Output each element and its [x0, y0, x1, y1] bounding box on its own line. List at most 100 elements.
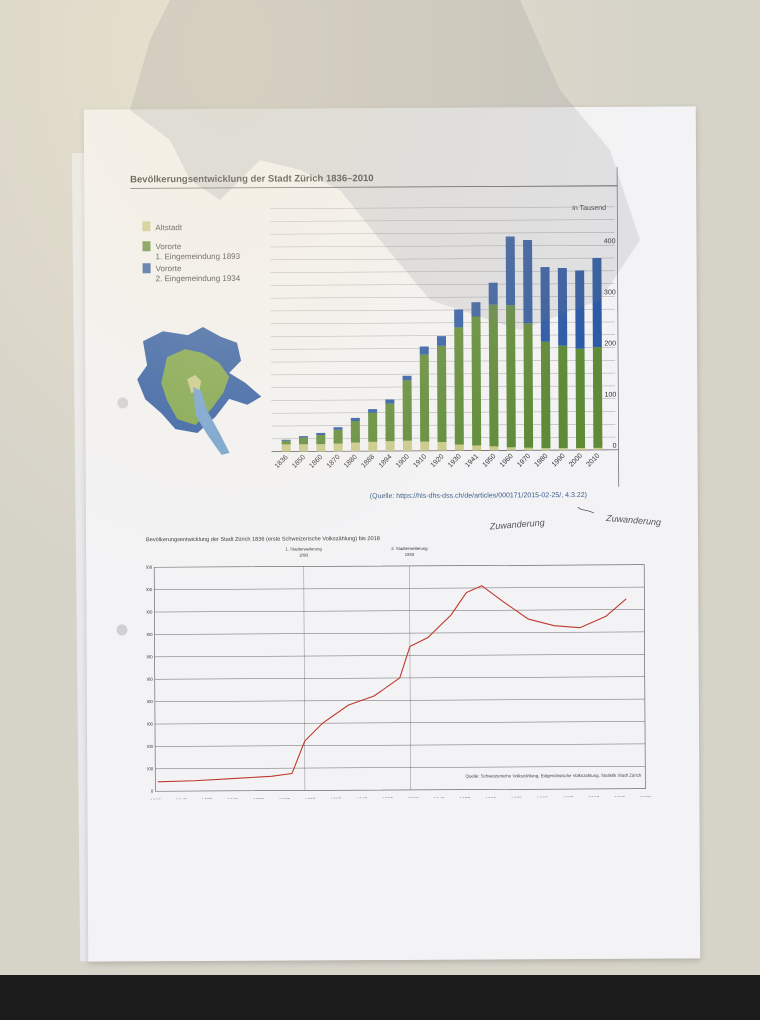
bar-segment	[402, 380, 412, 441]
bar-category-label: 1970	[516, 453, 532, 469]
legend: Altstadt Vororte 1. Eingemeindung 1893 Vo…	[142, 221, 241, 283]
bar-segment	[506, 305, 516, 448]
bar-category-label: 2000	[568, 452, 584, 468]
bar-segment	[454, 327, 464, 445]
bar-category-label: 1950	[482, 453, 498, 469]
bar-category-label: 2010	[585, 452, 601, 468]
title-rule	[130, 185, 618, 189]
line-ytick-label: 250'000	[146, 677, 153, 682]
line-ytick-label: 450'000	[146, 587, 153, 592]
gridline	[154, 654, 645, 658]
line-xtick-label: 1955	[459, 797, 470, 800]
line-yticks: 0 50'000 100'000 150'000 200'000 250'000 300'0…	[146, 565, 154, 794]
bar-ytick-label: 0	[613, 443, 617, 450]
line-xtick-label: 2025	[640, 796, 651, 800]
gridline	[270, 244, 615, 248]
line-xtick-label: 1885	[279, 798, 290, 800]
bar-segment	[281, 440, 291, 445]
bar-segment	[454, 309, 464, 328]
bar-segment	[316, 444, 326, 452]
bar-chart-title: Bevölkerungsentwicklung der Stadt Zürich…	[130, 173, 373, 185]
annotation-label: 1934	[405, 552, 415, 557]
bar-category-label: 1990	[551, 453, 567, 469]
bar-segment	[524, 447, 534, 451]
bar-category-label: 1960	[499, 453, 515, 469]
bar-ytick-label: 200	[604, 341, 616, 348]
bar-chart: Bevölkerungsentwicklung der Stadt Zürich…	[130, 166, 620, 500]
line-ytick-label: 100'000	[146, 744, 154, 749]
bar-segment	[298, 436, 308, 438]
table-edge	[0, 975, 760, 1020]
bar-category-label: 1894	[378, 453, 394, 469]
bar-segment	[540, 341, 551, 449]
bar-marks	[281, 236, 603, 452]
legend-swatch	[142, 263, 151, 274]
legend-label-vororte1: Vororte 1. Eingemeindung 1893	[155, 242, 240, 261]
bar-ytick-label: 400	[604, 238, 616, 245]
line-xtick-label: 1935	[408, 797, 419, 799]
line-xtick-label: 1845	[176, 798, 187, 799]
bar-source: (Quelle: https://hls-dhs-dss.ch/de/artic…	[370, 492, 587, 500]
line-ytick-label: 400'000	[146, 610, 153, 615]
bar-segment	[557, 267, 568, 346]
line-ytick-label: 200'000	[146, 699, 153, 704]
bar-yticks: 0 100 200 300 400	[604, 238, 617, 450]
line-ytick-label: 350'000	[146, 632, 153, 637]
line-xtick-label: 2015	[614, 796, 625, 800]
bar-segment	[488, 282, 498, 305]
bar-segment	[402, 375, 412, 381]
line-xtick-label: 1915	[356, 797, 367, 799]
bar-segment	[436, 336, 447, 346]
line-ytick-label: 0	[151, 789, 154, 794]
bar-segment	[333, 443, 343, 452]
city-map	[137, 326, 262, 455]
bar-segment	[541, 448, 551, 451]
bar-segment	[281, 444, 291, 452]
bar-segment	[592, 258, 602, 348]
annotation-label: 2. Stadterweiterung	[391, 546, 428, 551]
bar-segment	[368, 409, 378, 413]
gridline	[155, 766, 646, 770]
bar-segment	[437, 345, 447, 443]
gridline	[154, 609, 645, 613]
line-ytick-label: 50'000	[146, 766, 154, 771]
legend-swatch	[142, 221, 151, 232]
legend-label-vororte2: Vororte 2. Eingemeindung 1934	[156, 264, 241, 283]
line-xtick-label: 1835	[150, 798, 161, 799]
bar-category-label: 1836	[274, 454, 290, 470]
line-xtick-label: 1925	[382, 797, 393, 799]
bar-category-label: 1870	[326, 454, 342, 470]
paper-sheet: Bevölkerungsentwicklung der Stadt Zürich…	[83, 106, 701, 962]
bar-segment	[420, 441, 430, 451]
handwritten-note: Zuwanderung	[605, 513, 662, 528]
line-xtick-label: 1875	[253, 798, 264, 800]
line-xtick-label: 1945	[433, 797, 444, 800]
bar-segment	[333, 429, 343, 444]
line-xticks: 1835 1845 1855 1865 1875 1885 1895 1905 1915 1925…	[150, 796, 651, 800]
bar-segment	[471, 302, 481, 317]
bar-segment	[576, 447, 586, 451]
line-xtick-label: 1965	[485, 796, 496, 799]
bar-category-labels: 1836 1850 1860 1870 1880 1888 1894 1900 1910 1920…	[274, 452, 602, 470]
bar-segment	[437, 442, 447, 451]
punch-hole	[116, 624, 128, 636]
bar-segment	[316, 434, 326, 445]
bar-category-label: 1900	[395, 453, 411, 469]
bar-category-label: 1920	[430, 453, 446, 469]
bar-segment	[385, 403, 395, 442]
bar-segment	[350, 420, 360, 443]
gridline	[154, 631, 645, 635]
gridline	[154, 586, 645, 590]
bar-segment	[419, 346, 429, 355]
line-chart: Bevölkerungsentwicklung der Stadt Zürich…	[146, 536, 651, 800]
bar-segment	[505, 236, 516, 306]
bar-category-label: 1860	[308, 454, 324, 470]
gridline	[155, 743, 646, 747]
bar-category-label: 1880	[343, 454, 359, 470]
bar-segment	[592, 347, 603, 448]
bar-ytick-label: 100	[605, 392, 617, 399]
population-line	[157, 585, 627, 783]
bar-segment	[558, 448, 568, 451]
gridline	[154, 698, 645, 702]
